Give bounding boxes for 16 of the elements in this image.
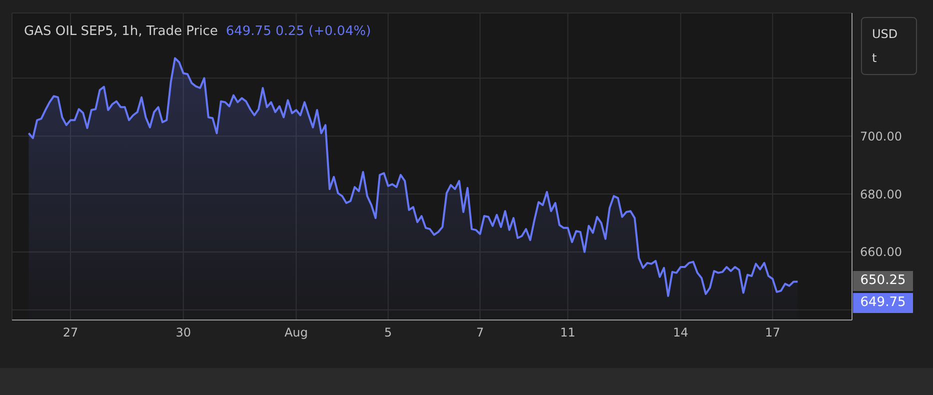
y-tick-label: 660.00 [860, 245, 902, 260]
x-tick-label: Aug [284, 326, 308, 340]
x-tick-label: 5 [384, 326, 392, 340]
x-tick-label: 7 [476, 326, 484, 340]
y-axis-title: USD t [861, 17, 917, 75]
x-tick-label: 17 [764, 326, 780, 340]
text: GAS OIL SEP5, 1h, Trade Price [24, 24, 218, 39]
text: 649.75 [853, 293, 913, 313]
y-tick-label: 700.00 [860, 129, 902, 144]
x-tick-label: 27 [62, 326, 78, 340]
text: 650.25 [853, 271, 913, 291]
x-tick-label: 30 [176, 326, 191, 340]
x-tick-label: 14 [673, 326, 688, 340]
text: 649.75 0.25 (+0.04%) [226, 24, 371, 39]
x-tick-label: 11 [560, 326, 576, 340]
y-tick-label: 680.00 [860, 187, 902, 202]
